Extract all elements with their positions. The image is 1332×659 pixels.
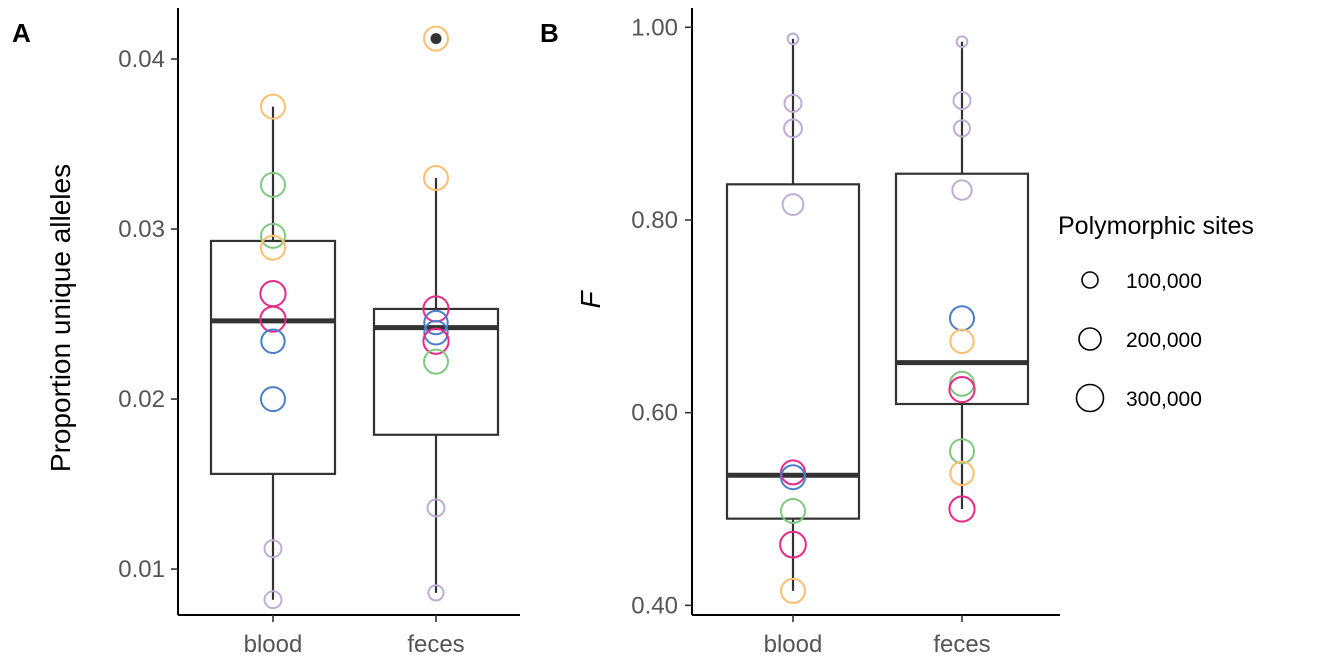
panel-b-box-feces <box>894 41 1030 510</box>
panel-b-point <box>948 375 976 404</box>
panel-b-y-tick-label: 0.80 <box>631 207 678 234</box>
panel-a-point <box>260 93 286 120</box>
panel-b-point <box>786 32 800 46</box>
panel-b-point <box>949 460 975 487</box>
panel-b-point <box>779 530 807 559</box>
panel-b-x-tick-label: feces <box>933 631 990 658</box>
panel-a-point <box>259 280 287 308</box>
panel-b-point <box>949 438 975 465</box>
panel-a-point <box>423 165 449 192</box>
panel-a-point <box>260 222 286 249</box>
panel-a-letter: A <box>12 18 31 48</box>
panel-a-point <box>259 305 287 333</box>
panel-a-x-tick-label: feces <box>407 631 464 658</box>
panel-a-y-axis-label: Proportion unique alleles <box>45 164 76 472</box>
panel-b-y-tick-label: 1.00 <box>631 14 678 41</box>
legend-key-200000 <box>1078 327 1102 351</box>
panel-b-point <box>780 464 806 491</box>
panel-b-y-axis-label: F <box>575 290 606 309</box>
panel-b-point <box>781 193 805 216</box>
panel-a-point <box>423 25 449 52</box>
panel-a-point <box>263 539 283 559</box>
panel-b-point <box>949 370 975 397</box>
box-outlier <box>430 33 442 45</box>
panel-b-point <box>952 91 972 110</box>
panel-a-y-tick-label: 0.02 <box>118 386 165 413</box>
legend: Polymorphic sites 100,000 200,000 300,00… <box>1058 212 1254 413</box>
panel-b-point <box>951 179 973 201</box>
panel-a-y-tick-label: 0.03 <box>118 216 165 243</box>
panel-a-point <box>260 234 286 261</box>
box-iqr <box>209 239 337 475</box>
panel-a-point <box>426 498 446 518</box>
legend-key-100000 <box>1081 271 1099 289</box>
panel-b-point <box>783 118 803 139</box>
panel-b-box-blood <box>725 38 861 591</box>
legend-label-300000: 300,000 <box>1126 388 1202 411</box>
panel-b-x-tick-label: blood <box>764 631 823 658</box>
panel-b-point <box>780 459 806 486</box>
panel-a-point <box>423 348 449 375</box>
panel-b-point <box>780 577 806 604</box>
box-iqr <box>894 172 1030 406</box>
panel-a-point <box>260 328 286 354</box>
panel-b-point <box>952 119 972 138</box>
panel-a-point <box>423 320 449 346</box>
panel-b-letter: B <box>540 18 559 48</box>
panel-b-point <box>780 497 806 524</box>
panel-b-point <box>783 93 803 113</box>
panel-a-y-tick-label: 0.01 <box>118 556 165 583</box>
panel-a-point <box>260 171 286 198</box>
panel-a-point <box>427 584 445 602</box>
panel-a-x-tick-label: blood <box>244 631 303 658</box>
panel-b-point <box>955 35 969 49</box>
panel-b-point <box>949 328 975 355</box>
panel-b-y-tick-label: 0.60 <box>631 400 678 427</box>
box-iqr <box>372 307 500 436</box>
panel-b-point <box>949 305 975 332</box>
panel-a-plot: 0.01 0.02 0.03 0.04 blood feces <box>118 8 520 658</box>
panel-a-point <box>263 590 283 610</box>
panel-a-box-feces <box>372 33 500 593</box>
legend-label-200000: 200,000 <box>1126 329 1202 352</box>
panel-a-point <box>260 386 286 413</box>
legend-key-300000 <box>1075 383 1105 413</box>
panel-a-y-tick-label: 0.04 <box>118 46 165 73</box>
legend-title: Polymorphic sites <box>1058 212 1254 240</box>
panel-b-point <box>948 495 976 523</box>
panel-a-point <box>422 327 450 355</box>
box-iqr <box>725 183 861 520</box>
panel-b-y-tick-label: 0.40 <box>631 592 678 619</box>
panel-b-plot: 0.40 0.60 0.80 1.00 blood feces <box>631 8 1060 658</box>
legend-label-100000: 100,000 <box>1126 270 1202 293</box>
panel-a-point <box>423 309 449 336</box>
